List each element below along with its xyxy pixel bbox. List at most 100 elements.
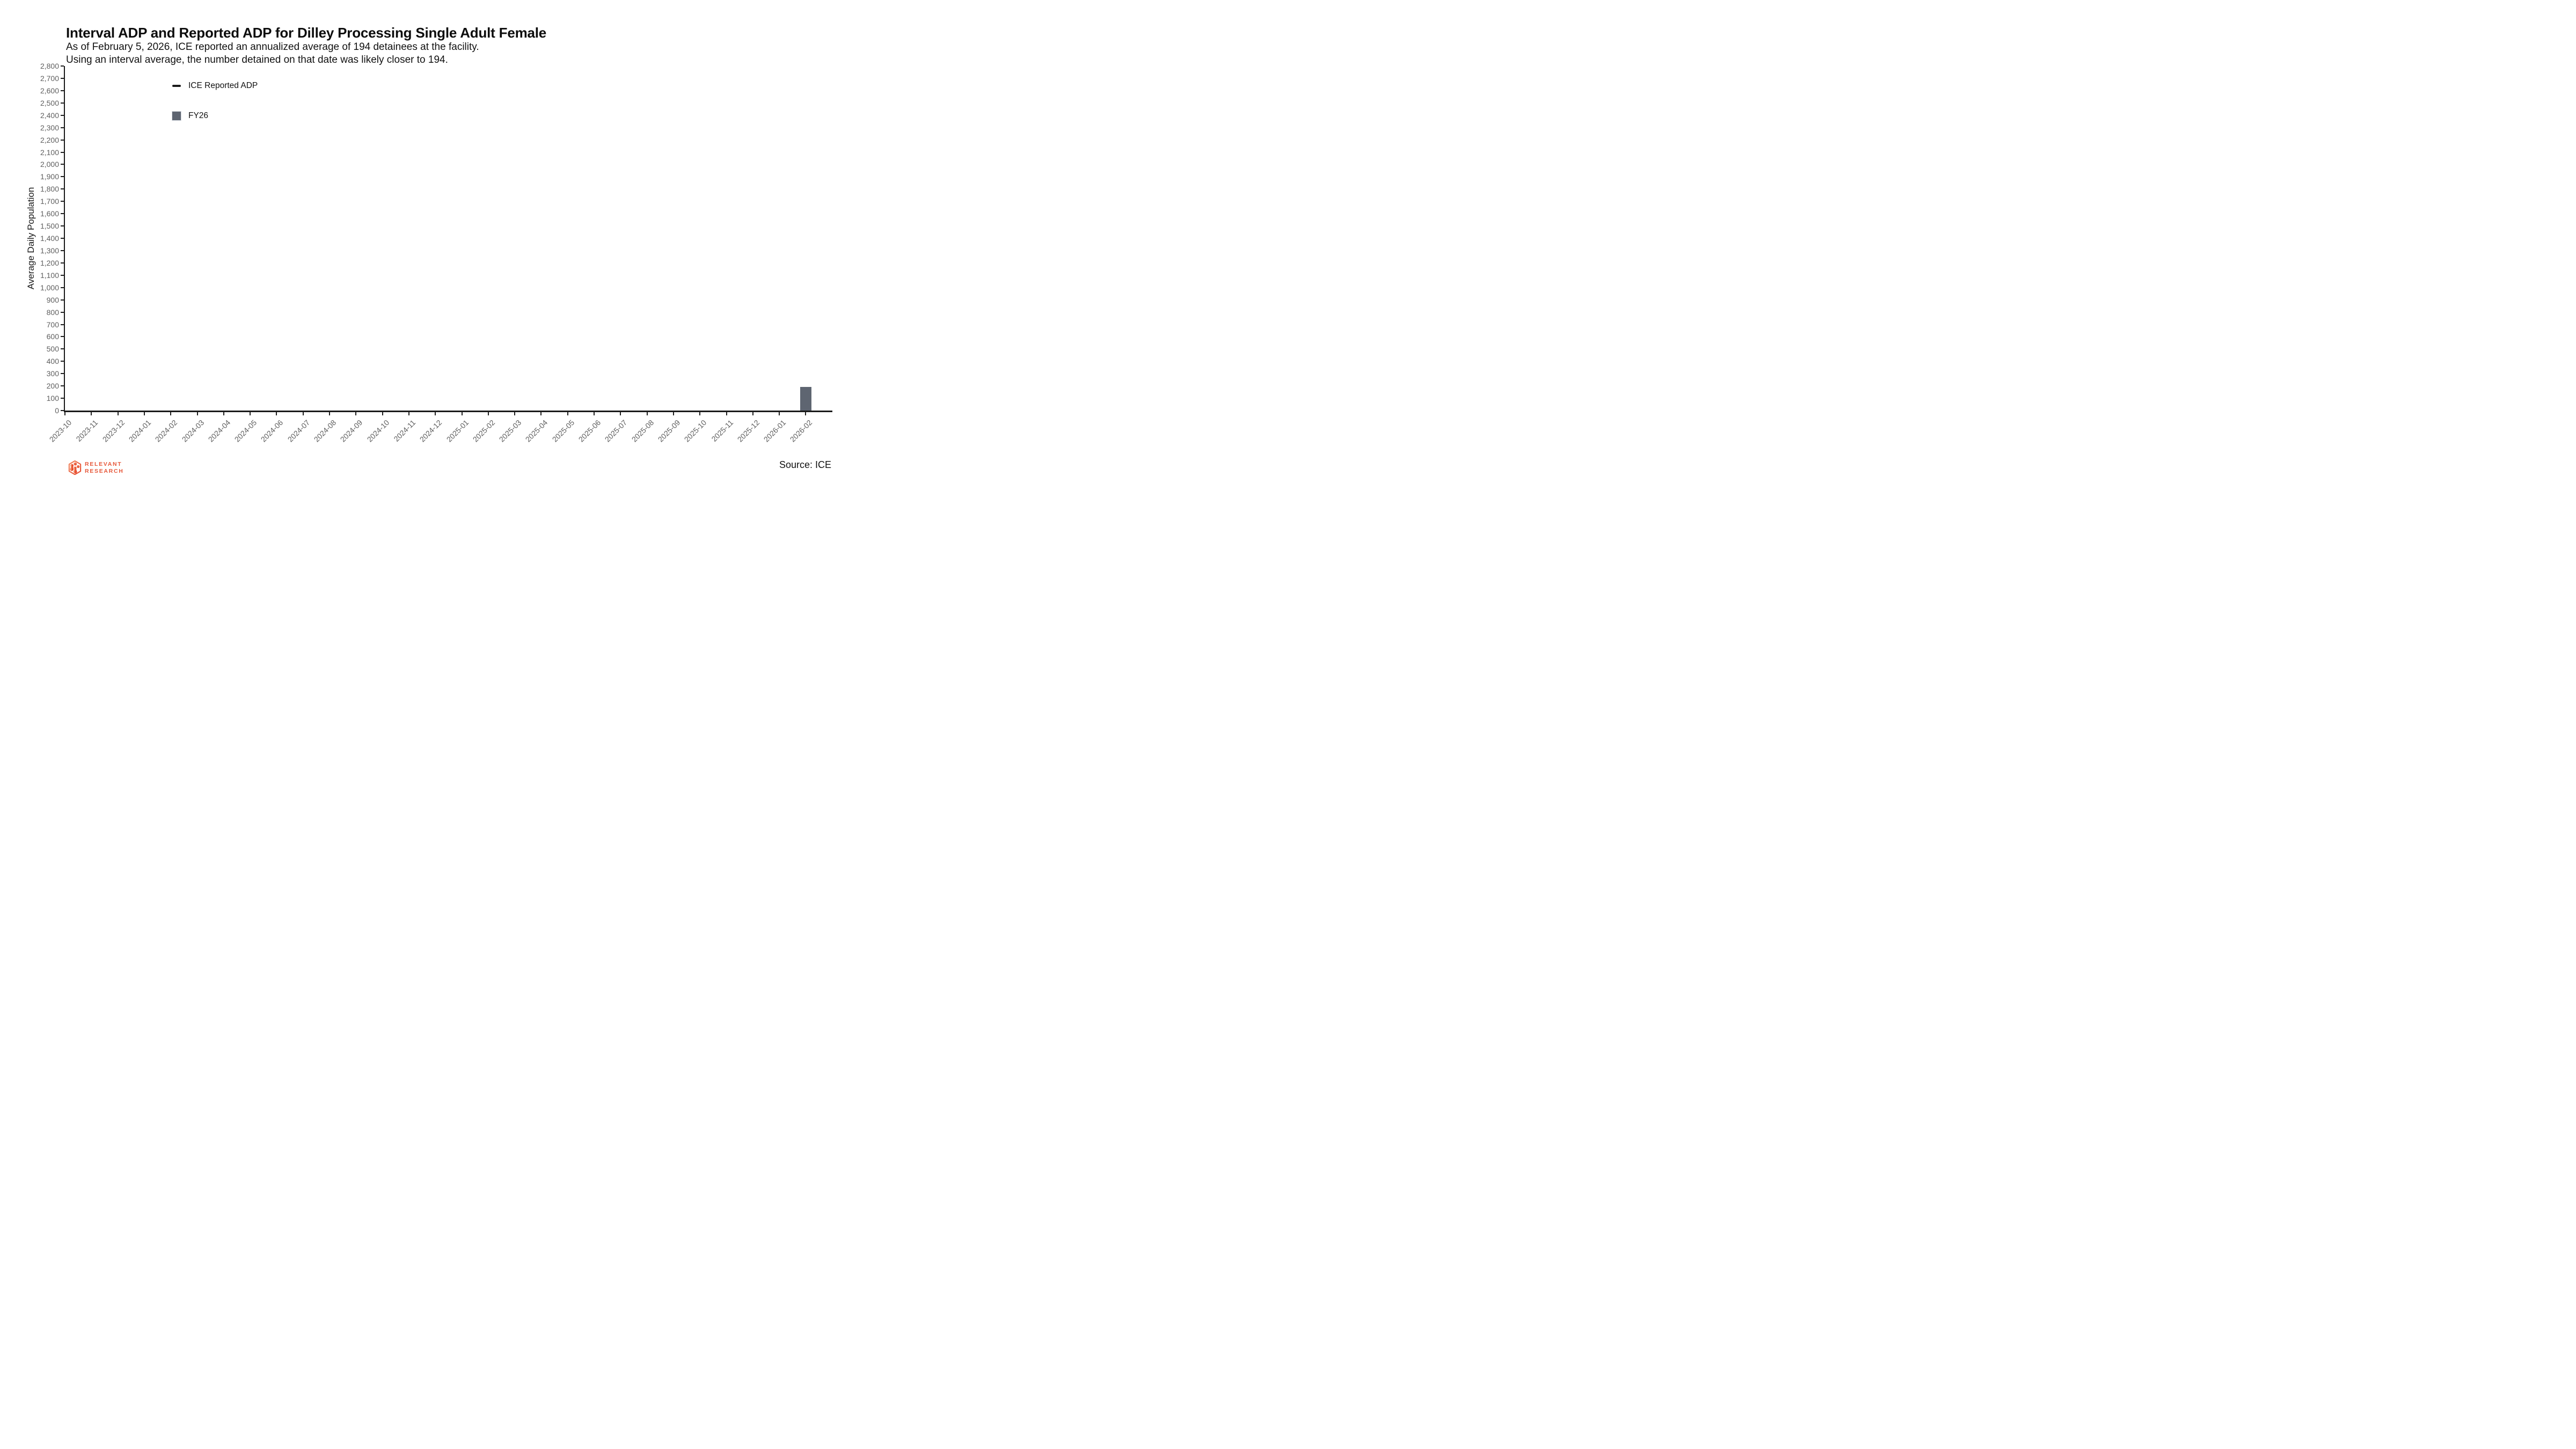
y-tick-label: 1,300 xyxy=(40,246,59,255)
x-tick-mark xyxy=(196,412,198,415)
y-tick-label: 1,600 xyxy=(40,209,59,218)
y-tick-label: 800 xyxy=(46,308,59,317)
x-tick-mark xyxy=(752,412,753,415)
brand-line-1: RELEVANT xyxy=(85,460,122,467)
plot-area: 0 100 200 300 400 500 600 700 800 900 1,000 1,100 1,… xyxy=(0,0,859,483)
y-tick-mark xyxy=(60,201,64,202)
x-tick-mark xyxy=(699,412,701,415)
y-tick-label: 1,400 xyxy=(40,234,59,243)
y-tick-label: 2,300 xyxy=(40,123,59,132)
x-tick-mark xyxy=(223,412,224,415)
x-tick-mark xyxy=(805,412,807,415)
y-tick-mark xyxy=(60,410,64,411)
x-tick-mark xyxy=(461,412,463,415)
y-tick-label: 1,000 xyxy=(40,283,59,292)
x-tick-mark xyxy=(64,412,65,415)
y-tick-label: 200 xyxy=(46,382,59,391)
x-tick-mark xyxy=(514,412,516,415)
y-tick-label: 2,000 xyxy=(40,160,59,169)
y-tick-label: 1,500 xyxy=(40,222,59,231)
y-tick-label: 2,100 xyxy=(40,148,59,157)
y-tick-mark xyxy=(60,299,64,301)
y-tick-mark xyxy=(60,127,64,128)
y-tick-mark xyxy=(60,102,64,104)
x-tick-mark xyxy=(170,412,172,415)
y-tick-mark xyxy=(60,238,64,239)
y-tick-mark xyxy=(60,336,64,338)
x-tick-mark xyxy=(672,412,674,415)
y-tick-mark xyxy=(60,250,64,251)
x-tick-mark xyxy=(91,412,92,415)
y-tick-label: 500 xyxy=(46,345,59,354)
y-tick-label: 1,900 xyxy=(40,172,59,181)
page-title: Interval ADP and Reported ADP for Dilley… xyxy=(66,25,547,41)
y-tick-mark xyxy=(60,164,64,165)
y-tick-mark xyxy=(60,114,64,116)
chart-page: { "header": { "title": "Interval ADP and… xyxy=(0,0,859,483)
y-tick-label: 700 xyxy=(46,320,59,329)
legend-item-fy26: FY26 xyxy=(172,111,208,121)
y-tick-mark xyxy=(60,361,64,362)
x-tick-mark xyxy=(540,412,542,415)
x-tick-mark xyxy=(435,412,436,415)
relevant-research-hexagon-logo-icon xyxy=(68,460,82,475)
legend-label-ice-reported-adp: ICE Reported ADP xyxy=(188,81,258,90)
y-tick-mark xyxy=(60,385,64,387)
x-tick-mark xyxy=(567,412,568,415)
y-tick-mark xyxy=(60,311,64,313)
y-tick-label: 100 xyxy=(46,394,59,403)
legend-line-swatch xyxy=(172,84,181,87)
x-tick-mark xyxy=(250,412,251,415)
y-tick-mark xyxy=(60,65,64,67)
y-tick-label: 400 xyxy=(46,357,59,366)
y-tick-mark xyxy=(60,348,64,350)
brand-line-2: RESEARCH xyxy=(85,467,124,474)
x-tick-mark xyxy=(594,412,595,415)
x-tick-mark xyxy=(620,412,621,415)
y-tick-mark xyxy=(60,77,64,79)
y-tick-label: 300 xyxy=(46,369,59,378)
chart-subtitle-line-1: As of February 5, 2026, ICE reported an … xyxy=(66,41,479,53)
x-tick-mark xyxy=(355,412,357,415)
x-tick-mark xyxy=(302,412,304,415)
bar-fy26-2026-02 xyxy=(800,386,811,411)
y-tick-label: 0 xyxy=(55,406,59,415)
y-tick-label: 1,100 xyxy=(40,270,59,280)
x-axis-line xyxy=(63,411,832,412)
y-tick-label: 2,200 xyxy=(40,135,59,144)
x-tick-mark xyxy=(382,412,383,415)
y-tick-label: 2,700 xyxy=(40,74,59,83)
y-tick-label: 600 xyxy=(46,332,59,341)
y-tick-mark xyxy=(60,262,64,264)
x-tick-mark xyxy=(646,412,648,415)
source-note: Source: ICE xyxy=(779,459,831,470)
y-tick-label: 2,400 xyxy=(40,111,59,120)
y-tick-mark xyxy=(60,274,64,276)
legend-square-swatch xyxy=(172,111,181,121)
y-tick-label: 1,800 xyxy=(40,185,59,194)
y-tick-label: 1,700 xyxy=(40,197,59,206)
x-tick-mark xyxy=(408,412,409,415)
y-tick-label: 2,800 xyxy=(40,62,59,70)
y-tick-mark xyxy=(60,139,64,141)
x-tick-mark xyxy=(143,412,145,415)
y-axis-line xyxy=(63,66,65,412)
y-tick-label: 1,200 xyxy=(40,258,59,267)
y-tick-mark xyxy=(60,151,64,153)
y-tick-mark xyxy=(60,90,64,91)
y-tick-mark xyxy=(60,287,64,288)
x-tick-mark xyxy=(726,412,727,415)
legend-item-ice-reported-adp: ICE Reported ADP xyxy=(172,80,258,91)
y-tick-label: 2,500 xyxy=(40,98,59,107)
chart-subtitle-line-2: Using an interval average, the number de… xyxy=(66,54,448,65)
legend-square-swatch-cell xyxy=(172,111,181,121)
brand-logo: RELEVANT RESEARCH xyxy=(68,460,124,475)
y-tick-mark xyxy=(60,324,64,325)
x-tick-mark xyxy=(276,412,277,415)
y-tick-label: 2,600 xyxy=(40,86,59,95)
x-tick-mark xyxy=(117,412,119,415)
y-tick-label: 900 xyxy=(46,295,59,304)
brand-wordmark: RELEVANT RESEARCH xyxy=(85,461,124,475)
legend-label-fy26: FY26 xyxy=(188,111,209,120)
y-tick-mark xyxy=(60,225,64,227)
